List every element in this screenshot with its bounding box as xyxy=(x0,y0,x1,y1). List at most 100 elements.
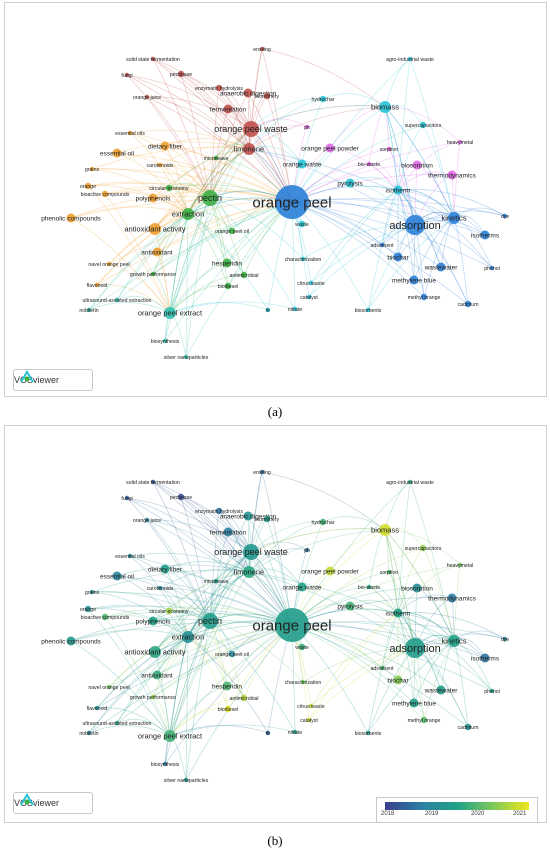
keyword-node[interactable] xyxy=(165,607,173,615)
keyword-node[interactable] xyxy=(319,518,327,526)
keyword-node[interactable] xyxy=(243,88,253,98)
keyword-node[interactable] xyxy=(243,511,253,521)
keyword-node[interactable] xyxy=(177,70,185,78)
keyword-node[interactable] xyxy=(160,141,170,151)
keyword-node[interactable] xyxy=(222,258,232,268)
keyword-node[interactable] xyxy=(447,170,457,180)
keyword-node[interactable] xyxy=(150,694,156,700)
keyword-node[interactable] xyxy=(365,730,371,736)
keyword-node[interactable] xyxy=(345,601,355,611)
keyword-node[interactable] xyxy=(66,213,76,223)
keyword-node[interactable] xyxy=(447,593,457,603)
keyword-node[interactable] xyxy=(325,566,335,576)
keyword-node[interactable] xyxy=(222,681,232,691)
keyword-node[interactable] xyxy=(202,190,218,206)
keyword-node[interactable] xyxy=(182,208,194,220)
keyword-node[interactable] xyxy=(304,547,310,553)
keyword-node[interactable] xyxy=(297,582,307,592)
keyword-node[interactable] xyxy=(112,571,122,581)
keyword-node[interactable] xyxy=(177,493,185,501)
keyword-node[interactable] xyxy=(319,95,327,103)
keyword-node[interactable] xyxy=(480,230,490,240)
keyword-node[interactable] xyxy=(457,562,463,568)
keyword-node[interactable] xyxy=(420,293,428,301)
keyword-node[interactable] xyxy=(298,643,306,651)
keyword-node[interactable] xyxy=(243,121,259,137)
keyword-node[interactable] xyxy=(386,569,392,575)
keyword-node[interactable] xyxy=(308,703,314,709)
keyword-node[interactable] xyxy=(263,92,271,100)
keyword-node[interactable] xyxy=(152,670,162,680)
keyword-node[interactable] xyxy=(457,139,463,145)
keyword-node[interactable] xyxy=(436,685,446,695)
keyword-node[interactable] xyxy=(412,160,422,170)
keyword-node[interactable] xyxy=(124,72,130,78)
keyword-node[interactable] xyxy=(325,143,335,153)
keyword-node[interactable] xyxy=(112,148,122,158)
keyword-node[interactable] xyxy=(405,638,425,658)
keyword-node[interactable] xyxy=(224,282,232,290)
keyword-node[interactable] xyxy=(300,256,306,262)
keyword-node[interactable] xyxy=(148,616,158,626)
keyword-node[interactable] xyxy=(379,101,391,113)
keyword-node[interactable] xyxy=(489,265,495,271)
keyword-node[interactable] xyxy=(419,544,427,552)
keyword-node[interactable] xyxy=(89,166,95,172)
keyword-node[interactable] xyxy=(144,94,150,100)
keyword-node[interactable] xyxy=(66,636,76,646)
keyword-node[interactable] xyxy=(149,646,161,658)
keyword-node[interactable] xyxy=(148,193,158,203)
keyword-node[interactable] xyxy=(393,185,403,195)
keyword-node[interactable] xyxy=(464,300,472,308)
keyword-node[interactable] xyxy=(114,720,120,726)
keyword-node[interactable] xyxy=(393,675,403,685)
keyword-node[interactable] xyxy=(489,688,495,694)
keyword-node[interactable] xyxy=(150,479,156,485)
keyword-node[interactable] xyxy=(106,261,112,267)
keyword-node[interactable] xyxy=(502,213,508,219)
keyword-node[interactable] xyxy=(306,717,312,723)
keyword-node[interactable] xyxy=(165,184,173,192)
keyword-node[interactable] xyxy=(379,242,385,248)
keyword-node[interactable] xyxy=(412,583,422,593)
keyword-node[interactable] xyxy=(114,297,120,303)
keyword-node[interactable] xyxy=(124,495,130,501)
keyword-node[interactable] xyxy=(162,761,168,767)
keyword-node[interactable] xyxy=(144,517,150,523)
keyword-node[interactable] xyxy=(215,507,223,515)
keyword-node[interactable] xyxy=(162,338,168,344)
keyword-node[interactable] xyxy=(86,730,92,736)
keyword-node[interactable] xyxy=(393,252,403,262)
keyword-node[interactable] xyxy=(265,307,271,313)
keyword-node[interactable] xyxy=(157,585,163,591)
keyword-node[interactable] xyxy=(127,553,133,559)
keyword-node[interactable] xyxy=(223,104,233,114)
keyword-node[interactable] xyxy=(259,46,265,52)
keyword-node[interactable] xyxy=(240,271,248,279)
keyword-node[interactable] xyxy=(297,159,307,169)
keyword-node[interactable] xyxy=(298,220,306,228)
keyword-node[interactable] xyxy=(365,307,371,313)
keyword-node[interactable] xyxy=(436,262,446,272)
keyword-node[interactable] xyxy=(84,605,92,613)
keyword-node[interactable] xyxy=(94,705,100,711)
keyword-node[interactable] xyxy=(419,121,427,129)
keyword-node[interactable] xyxy=(306,294,312,300)
keyword-node[interactable] xyxy=(101,190,109,198)
keyword-node[interactable] xyxy=(480,653,490,663)
keyword-node[interactable] xyxy=(213,578,219,584)
keyword-node[interactable] xyxy=(275,185,309,219)
keyword-node[interactable] xyxy=(150,271,156,277)
keyword-node[interactable] xyxy=(448,212,460,224)
keyword-node[interactable] xyxy=(157,162,163,168)
keyword-node[interactable] xyxy=(300,679,306,685)
keyword-node[interactable] xyxy=(448,635,460,647)
keyword-node[interactable] xyxy=(366,584,372,590)
keyword-node[interactable] xyxy=(243,544,259,560)
keyword-node[interactable] xyxy=(409,275,419,285)
keyword-node[interactable] xyxy=(223,527,233,537)
keyword-node[interactable] xyxy=(94,282,100,288)
keyword-node[interactable] xyxy=(292,729,298,735)
keyword-node[interactable] xyxy=(308,280,314,286)
keyword-node[interactable] xyxy=(202,613,218,629)
